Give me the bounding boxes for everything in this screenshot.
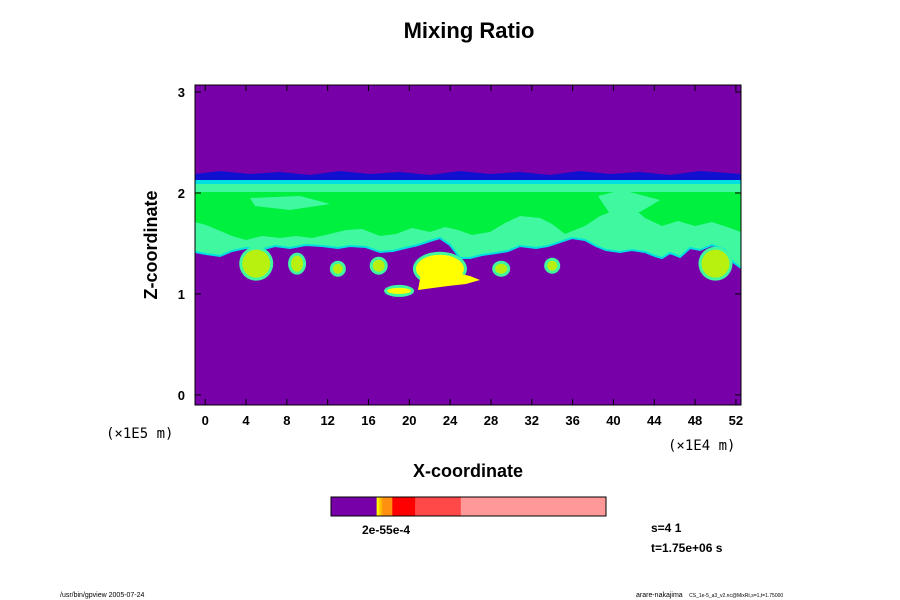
y-axis-unit: (×1E5 m) — [106, 426, 173, 442]
time-label: t=1.75e+06 s — [651, 541, 723, 555]
plume-blob — [291, 255, 304, 272]
plume-core — [418, 258, 480, 290]
plume-blob — [387, 287, 412, 294]
contour-band-light-green-streak — [250, 190, 660, 214]
footer-left: /usr/bin/gpview 2005-07-24 — [60, 592, 145, 599]
x-tick-label: 36 — [565, 413, 579, 428]
plume-blob — [332, 263, 343, 274]
x-tick-label: 4 — [242, 413, 250, 428]
x-axis-unit: (×1E4 m) — [668, 438, 735, 454]
colorbar-segment — [415, 497, 462, 516]
colorbar-segment — [331, 497, 377, 516]
x-tick-label: 16 — [361, 413, 375, 428]
colorbar-segment — [380, 497, 383, 516]
colorbar — [330, 496, 607, 517]
x-tick-label: 32 — [525, 413, 539, 428]
x-tick-label: 48 — [688, 413, 702, 428]
x-tick-label: 52 — [729, 413, 743, 428]
step-label: s=4 1 — [651, 521, 682, 535]
x-tick-label: 44 — [647, 413, 662, 428]
x-axis-title: X-coordinate — [413, 461, 523, 481]
plume-blob — [242, 249, 271, 278]
plume-blob — [495, 263, 508, 274]
plume-blob — [372, 259, 385, 272]
x-tick-label: 12 — [320, 413, 334, 428]
x-tick-label: 28 — [484, 413, 498, 428]
y-tick-label: 0 — [178, 388, 185, 403]
chart-title: Mixing Ratio — [404, 18, 535, 43]
y-axis-title: Z-coordinate — [141, 190, 161, 299]
colorbar-segment — [376, 497, 379, 516]
colorbar-frame — [330, 496, 607, 517]
footer-right-small: CS_1e-5_a3_v2.nc@MixRt,s=1,t=1.75000 — [689, 593, 783, 599]
plot-area — [195, 85, 741, 405]
x-tick-label: 24 — [443, 413, 458, 428]
x-tick-label: 8 — [283, 413, 290, 428]
plot-frame — [194, 84, 742, 406]
plume-blobs — [239, 246, 733, 297]
y-tick-label: 1 — [178, 287, 185, 302]
plume-blob — [547, 260, 558, 271]
plume-blob — [701, 249, 730, 278]
contour-edge-cyan — [195, 236, 741, 269]
footer-right-main: arare-nakajima — [636, 592, 683, 599]
colorbar-segment — [460, 497, 607, 516]
footer-right: arare-nakajima CS_1e-5_a3_v2.nc@MixRt,s=… — [636, 584, 783, 600]
y-tick-label: 3 — [178, 85, 185, 100]
x-tick-label: 0 — [202, 413, 209, 428]
colorbar-segment — [378, 497, 381, 516]
x-tick-label: 40 — [606, 413, 620, 428]
colorbar-labels: 2e-55e-4 — [362, 523, 410, 537]
x-tick-label: 20 — [402, 413, 416, 428]
y-tick-label: 2 — [178, 186, 185, 201]
colorbar-segment — [392, 497, 416, 516]
colorbar-segment — [382, 497, 393, 516]
